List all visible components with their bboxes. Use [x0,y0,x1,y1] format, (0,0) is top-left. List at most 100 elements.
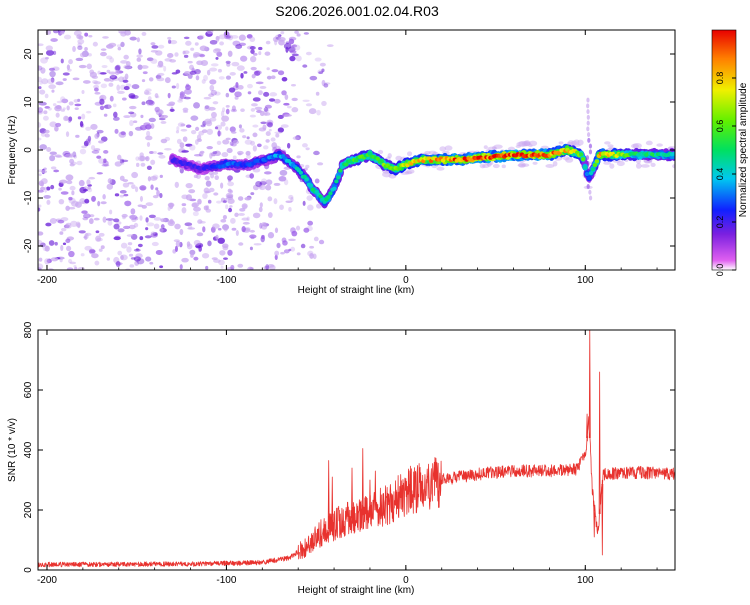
speckle-mark [290,196,294,203]
speckle-mark [48,84,57,90]
speckle-mark [256,143,262,148]
speckle-mark [93,148,101,152]
speckle-mark [159,174,163,179]
speckle-mark [155,187,159,191]
speckle-mark [112,103,117,108]
speckle-mark [94,91,101,95]
speckle-mark [49,217,57,224]
artifact-mark [586,103,590,109]
speckle-mark [133,256,141,262]
speckle-mark [65,245,72,252]
speckle-mark [65,174,74,181]
speckle-mark [155,50,163,56]
speckle-mark [567,140,575,147]
speckle-mark [286,142,291,149]
speckle-mark [112,116,120,121]
speckle-mark [135,156,140,161]
speckle-mark [274,131,282,134]
speckle-mark [88,34,93,38]
speckle-mark [220,219,227,223]
snr-xtick-label: 0 [403,575,409,586]
speckle-mark [483,145,488,150]
speckle-mark [223,225,228,232]
speckle-mark [94,133,99,139]
speckle-mark [187,73,193,79]
speckle-mark [274,250,280,256]
speckle-mark [249,46,256,50]
speckle-mark [150,184,154,190]
speckle-mark [119,194,125,198]
speckle-mark [195,126,200,131]
speckle-mark [91,75,98,79]
speckle-mark [143,90,150,95]
speckle-mark [102,194,106,200]
speckle-mark [44,186,48,193]
speckle-mark [291,97,298,102]
speckle-mark [309,245,315,249]
speckle-mark [250,108,256,112]
speckle-mark [138,48,142,55]
speckle-mark [49,70,56,78]
speckle-mark [229,205,233,208]
speckle-mark [253,243,262,246]
speckle-mark [89,69,95,75]
speckle-mark [84,234,88,241]
speckle-mark [62,72,70,76]
speckle-mark [93,84,100,89]
speckle-mark [193,153,202,157]
speckle-mark [93,217,100,221]
speckle-mark [245,150,251,156]
speckle-mark [99,105,105,111]
speckle-mark [313,150,320,156]
speckle-mark [97,200,101,207]
speckle-mark [38,239,43,246]
speckle-mark [174,52,179,57]
snr-ytick-label: 0 [23,567,34,573]
speckle-mark [291,53,299,57]
colorbar-tick-label: 0.0 [715,264,725,277]
speckle-mark [215,234,219,240]
speckle-mark [230,108,238,113]
speckle-mark [85,232,92,236]
speckle-mark [269,92,278,97]
speckle-mark [158,117,166,121]
speckle-mark [267,232,275,239]
speckle-mark [68,59,73,65]
speckle-mark [98,140,105,144]
speckle-mark [75,221,81,228]
spectrogram-ytick-label: 20 [23,48,34,60]
speckle-mark [102,160,109,167]
speckle-mark [249,234,257,239]
speckle-mark [205,180,212,187]
speckle-mark [189,249,196,256]
speckle-mark [180,123,186,127]
ridge-mark [586,176,592,181]
speckle-mark [105,218,114,221]
speckle-mark [189,144,196,151]
speckle-mark [128,130,134,137]
speckle-mark [100,245,105,250]
speckle-mark [249,173,255,179]
speckle-mark [190,115,199,121]
speckle-mark [263,91,270,97]
speckle-mark [102,36,109,39]
speckle-mark [94,87,99,92]
colorbar-tick-label: 0.2 [715,216,725,229]
speckle-mark [528,140,538,147]
speckle-mark [281,90,287,96]
speckle-mark [84,32,89,37]
speckle-mark [247,91,252,95]
speckle-mark [151,241,159,247]
speckle-mark [179,142,185,149]
speckle-mark [65,224,72,229]
speckle-mark [103,113,108,117]
speckle-mark [210,173,215,179]
speckle-mark [251,103,258,107]
speckle-mark [238,124,242,129]
speckle-mark [230,217,236,224]
speckle-mark [290,227,296,234]
speckle-mark [60,191,69,195]
artifact-mark [586,114,590,120]
speckle-mark [136,37,140,43]
speckle-mark [146,142,151,147]
